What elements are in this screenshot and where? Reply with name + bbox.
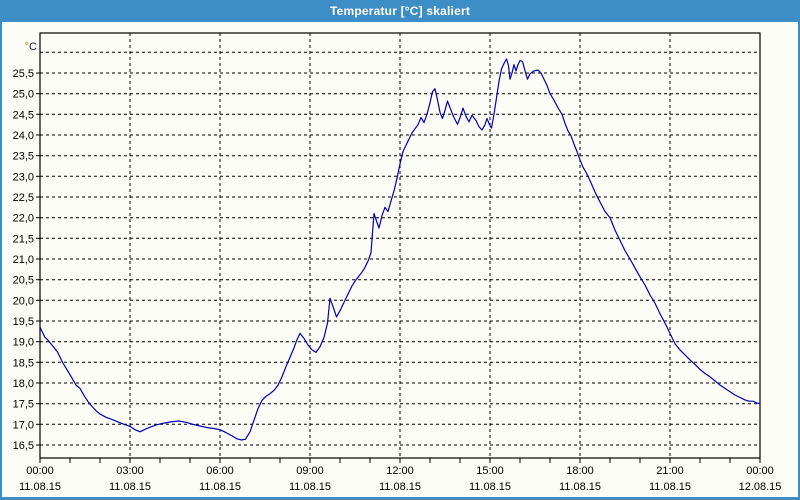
y-tick-label: 17,0 bbox=[13, 419, 34, 431]
x-tick-date-label: 11.08.15 bbox=[19, 481, 61, 493]
x-tick-date-label: 11.08.15 bbox=[379, 481, 421, 493]
y-tick-label: 22,0 bbox=[13, 213, 34, 225]
x-tick-time-label: 21:00 bbox=[656, 465, 684, 477]
x-tick-date-label: 11.08.15 bbox=[559, 481, 601, 493]
y-tick-label: 22,5 bbox=[13, 192, 34, 204]
y-tick-label: 16,5 bbox=[13, 440, 34, 452]
y-tick-label: 20,5 bbox=[13, 275, 34, 287]
y-tick-label: 18,5 bbox=[13, 357, 34, 369]
window-titlebar[interactable]: Temperatur [°C] skaliert bbox=[0, 0, 800, 22]
y-tick-label: 19,5 bbox=[13, 316, 34, 328]
window-title: Temperatur [°C] skaliert bbox=[329, 4, 471, 18]
y-tick-label: 17,5 bbox=[13, 399, 34, 411]
y-tick-label: 18,0 bbox=[13, 378, 34, 390]
y-tick-label: 20,0 bbox=[13, 295, 34, 307]
window-border bbox=[0, 22, 2, 500]
y-tick-label: 25,5 bbox=[13, 68, 34, 80]
window-border bbox=[798, 22, 800, 500]
y-tick-label: 23,0 bbox=[13, 171, 34, 183]
x-tick-time-label: 12:00 bbox=[386, 465, 414, 477]
x-tick-time-label: 18:00 bbox=[566, 465, 594, 477]
y-axis-unit-label: °C bbox=[25, 41, 37, 53]
y-tick-label: 25,0 bbox=[13, 89, 34, 101]
x-tick-date-label: 11.08.15 bbox=[469, 481, 511, 493]
x-tick-time-label: 03:00 bbox=[116, 465, 144, 477]
x-tick-time-label: 06:00 bbox=[206, 465, 234, 477]
x-tick-date-label: 11.08.15 bbox=[649, 481, 691, 493]
x-tick-date-label: 11.08.15 bbox=[199, 481, 241, 493]
y-tick-label: 21,0 bbox=[13, 254, 34, 266]
x-tick-time-label: 15:00 bbox=[476, 465, 504, 477]
y-tick-label: 24,0 bbox=[13, 130, 34, 142]
temperature-chart: 25,5 25,0 24,5 24,0 23,5 23,0 22,5 22,0 21,5 21,0… bbox=[0, 22, 800, 500]
x-tick-date-label: 11.08.15 bbox=[109, 481, 151, 493]
x-tick-time-label: 00:00 bbox=[746, 465, 774, 477]
x-tick-time-label: 00:00 bbox=[26, 465, 54, 477]
y-tick-label: 23,5 bbox=[13, 151, 34, 163]
y-tick-label: 21,5 bbox=[13, 233, 34, 245]
x-tick-time-label: 09:00 bbox=[296, 465, 324, 477]
window-border bbox=[0, 497, 800, 500]
x-tick-date-label: 12.08.15 bbox=[739, 481, 782, 493]
x-tick-date-label: 11.08.15 bbox=[289, 481, 331, 493]
y-tick-label: 19,0 bbox=[13, 337, 34, 349]
temperature-curve bbox=[39, 58, 761, 441]
y-tick-label: 24,5 bbox=[13, 109, 34, 121]
